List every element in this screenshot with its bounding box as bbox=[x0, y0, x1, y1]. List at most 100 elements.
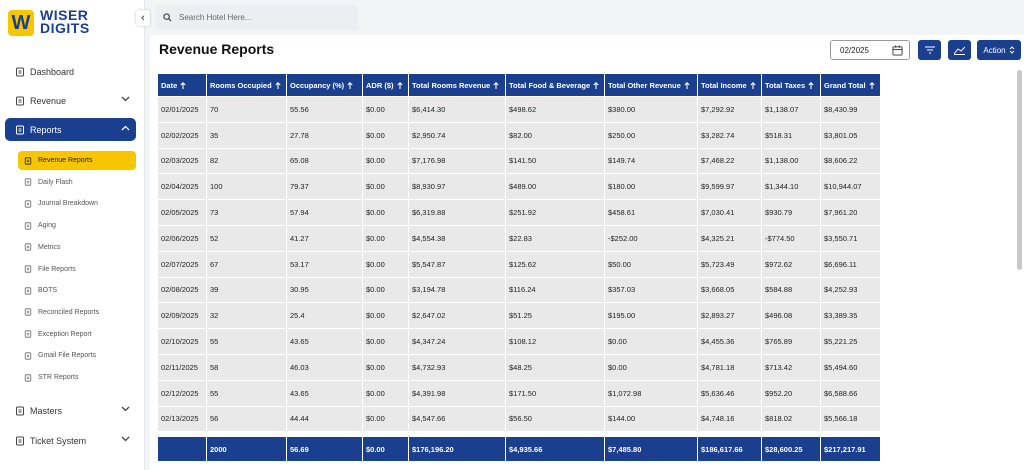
table-cell: $8,930.97 bbox=[408, 173, 506, 201]
date-value: 02/2025 bbox=[840, 45, 869, 55]
table-cell: $5,494.60 bbox=[820, 353, 881, 381]
table-cell: $8,606.22 bbox=[820, 147, 881, 175]
nav-item[interactable]: Dashboard bbox=[5, 60, 136, 83]
table-cell: $1,344.10 bbox=[761, 173, 821, 201]
totals-cell: 56.69 bbox=[286, 436, 363, 463]
date-picker[interactable]: 02/2025 bbox=[830, 40, 910, 60]
table-cell: 02/10/2025 bbox=[157, 328, 207, 355]
table-cell: $5,547.87 bbox=[408, 250, 506, 278]
totals-cell: $0.00 bbox=[362, 436, 409, 463]
table-cell: $765.89 bbox=[761, 328, 821, 355]
submenu-label: Reconciled Reports bbox=[38, 308, 100, 316]
table-head: Date Rooms Occupied Occupancy (%) ADR ($) To… bbox=[157, 73, 881, 97]
spacer-row bbox=[157, 431, 881, 437]
table-cell: $0.00 bbox=[362, 121, 409, 149]
calendar-icon bbox=[892, 45, 903, 56]
table-cell: $3,389.35 bbox=[820, 302, 881, 330]
menu-icon bbox=[24, 265, 32, 273]
table-cell: $250.00 bbox=[604, 121, 698, 149]
totals-cell: $28,600.25 bbox=[761, 436, 821, 463]
chart-button[interactable] bbox=[948, 40, 971, 60]
nav-item[interactable]: Ticket System bbox=[5, 429, 136, 452]
column-header[interactable]: Total Rooms Revenue bbox=[408, 73, 506, 97]
nav-item[interactable]: Revenue bbox=[5, 89, 136, 112]
table-cell: $518.31 bbox=[761, 121, 821, 149]
table-row: 02/04/2025 100 79.37 $0.00 $8,930.97 $489.00 $… bbox=[157, 173, 881, 201]
submenu-label: Aging bbox=[38, 222, 56, 230]
table-cell: $1,138.07 bbox=[761, 96, 821, 123]
table-cell: 67 bbox=[206, 250, 287, 278]
table-cell: $6,588.66 bbox=[820, 379, 881, 407]
column-header[interactable]: ADR ($) bbox=[362, 73, 409, 97]
action-button[interactable]: Action bbox=[977, 40, 1021, 60]
table-cell: 25.4 bbox=[286, 302, 363, 330]
chevron bbox=[121, 436, 130, 442]
column-header[interactable]: Rooms Occupied bbox=[206, 73, 287, 97]
table-cell: 02/12/2025 bbox=[157, 379, 207, 407]
scrollbar[interactable] bbox=[1017, 70, 1022, 270]
column-label: Grand Total bbox=[824, 80, 866, 90]
submenu-item[interactable]: Revenue Reports bbox=[18, 151, 136, 170]
nav-item[interactable]: Masters bbox=[5, 399, 136, 422]
column-header[interactable]: Grand Total bbox=[820, 73, 881, 97]
submenu-item[interactable]: Exception Report bbox=[18, 325, 136, 344]
table-cell: $171.50 bbox=[505, 379, 605, 407]
table-cell: $149.74 bbox=[604, 147, 698, 175]
column-header[interactable]: Total Taxes bbox=[761, 73, 821, 97]
column-header[interactable]: Total Food & Beverage bbox=[505, 73, 605, 97]
table-cell: $380.00 bbox=[604, 96, 698, 123]
column-header[interactable]: Date bbox=[157, 73, 207, 97]
submenu-item[interactable]: Metrics bbox=[18, 238, 136, 257]
column-header[interactable]: Total Income bbox=[697, 73, 762, 97]
table-cell: $7,961.20 bbox=[820, 199, 881, 226]
submenu-item[interactable]: File Reports bbox=[18, 260, 136, 279]
search-icon bbox=[163, 13, 172, 22]
nav-item[interactable]: Reports bbox=[5, 118, 136, 141]
spacer-cell bbox=[157, 431, 881, 437]
table-cell: $7,176.98 bbox=[408, 147, 506, 175]
column-label: Total Rooms Revenue bbox=[412, 80, 491, 90]
filter-button[interactable] bbox=[918, 40, 941, 60]
submenu-item[interactable]: Aging bbox=[18, 216, 136, 235]
collapse-button[interactable]: ‹ bbox=[136, 10, 150, 26]
column-header[interactable]: Total Other Revenue bbox=[604, 73, 698, 97]
table-cell: $818.02 bbox=[761, 405, 821, 433]
submenu-item[interactable]: Gmail File Reports bbox=[18, 346, 136, 365]
table-cell: $6,414.30 bbox=[408, 96, 506, 123]
table-cell: $9,599.97 bbox=[697, 173, 762, 201]
table-row: 02/06/2025 52 41.27 $0.00 $4,554.38 $22.83 -$2… bbox=[157, 224, 881, 252]
table-cell: 58 bbox=[206, 353, 287, 381]
submenu-label: Exception Report bbox=[38, 330, 92, 338]
column-header[interactable]: Occupancy (%) bbox=[286, 73, 363, 97]
column-label: Total Other Revenue bbox=[608, 80, 681, 90]
table-cell: $10,944.07 bbox=[820, 173, 881, 201]
table-cell: 02/01/2025 bbox=[157, 96, 207, 123]
submenu-label: BOTS bbox=[38, 287, 58, 295]
table-cell: $4,732.93 bbox=[408, 353, 506, 381]
logo-text: WISER DIGITS bbox=[40, 8, 90, 35]
table-row: 02/03/2025 82 65.08 $0.00 $7,176.98 $141.50 $1… bbox=[157, 147, 881, 175]
table-cell: $51.25 bbox=[505, 302, 605, 330]
table-cell: $6,319.88 bbox=[408, 199, 506, 226]
submenu-item[interactable]: BOTS bbox=[18, 281, 136, 300]
table-cell: 35 bbox=[206, 121, 287, 149]
table-row: 02/07/2025 67 53.17 $0.00 $5,547.87 $125.62 $5… bbox=[157, 250, 881, 278]
table-cell: 73 bbox=[206, 199, 287, 226]
column-label: ADR ($) bbox=[366, 80, 394, 90]
column-label: Total Taxes bbox=[765, 80, 806, 90]
nav-label: Reports bbox=[30, 124, 62, 135]
table-cell: $4,547.66 bbox=[408, 405, 506, 433]
totals-cell: $7,485.80 bbox=[604, 436, 698, 463]
table-cell: $50.00 bbox=[604, 250, 698, 278]
submenu-item[interactable]: STR Reports bbox=[18, 368, 136, 387]
table-cell: 02/06/2025 bbox=[157, 224, 207, 252]
submenu-label: STR Reports bbox=[38, 374, 79, 381]
menu-icon bbox=[24, 178, 32, 186]
submenu-item[interactable]: Reconciled Reports bbox=[18, 303, 136, 322]
search-box[interactable]: Search Hotel Here... bbox=[155, 5, 358, 30]
submenu-item[interactable]: Daily Flash bbox=[18, 173, 136, 192]
table-cell: $498.62 bbox=[505, 96, 605, 123]
table-cell: $7,468.22 bbox=[697, 147, 762, 175]
submenu-item[interactable]: Journal Breakdown bbox=[18, 194, 136, 213]
table-cell: $195.00 bbox=[604, 302, 698, 330]
